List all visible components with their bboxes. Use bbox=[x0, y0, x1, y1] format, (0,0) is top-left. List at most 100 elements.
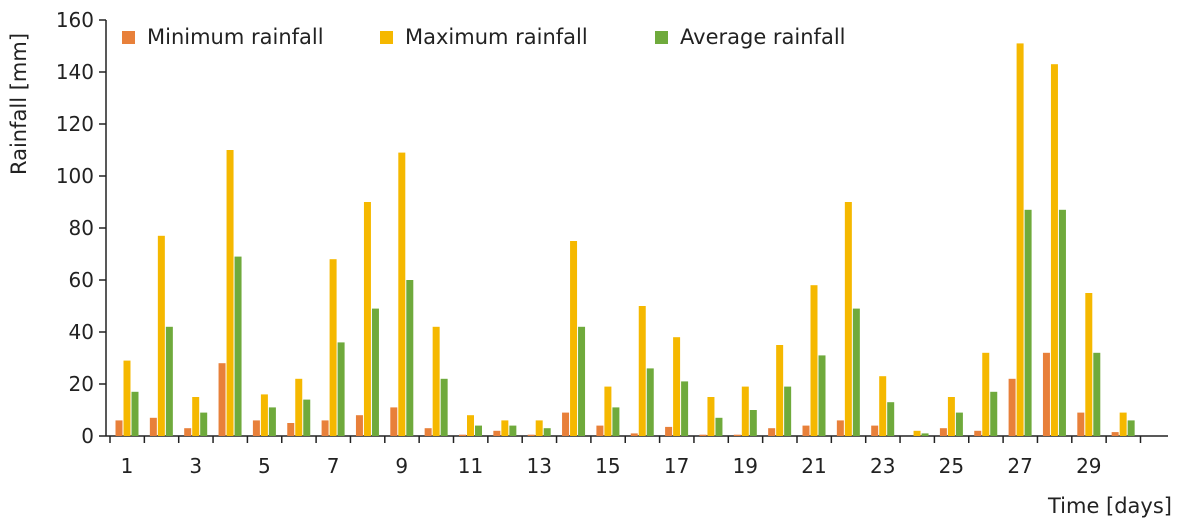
y-tick-label: 20 bbox=[69, 372, 94, 396]
bar-minimum-rainfall bbox=[493, 430, 501, 436]
bar-maximum-rainfall bbox=[707, 397, 715, 436]
legend-swatch bbox=[122, 31, 135, 44]
bar-minimum-rainfall bbox=[184, 428, 192, 436]
y-axis-title: Rainfall [mm] bbox=[7, 33, 31, 175]
bar-average-rainfall bbox=[406, 280, 414, 436]
bar-minimum-rainfall bbox=[699, 434, 707, 436]
bar-minimum-rainfall bbox=[321, 420, 329, 436]
bar-average-rainfall bbox=[475, 425, 482, 436]
bar-maximum-rainfall bbox=[1050, 64, 1058, 436]
bar-maximum-rainfall bbox=[157, 235, 165, 436]
bar-average-rainfall bbox=[1024, 209, 1032, 436]
bar-average-rainfall bbox=[337, 342, 345, 436]
bar-minimum-rainfall bbox=[1111, 432, 1119, 436]
bar-maximum-rainfall bbox=[295, 378, 303, 436]
bar-maximum-rainfall bbox=[673, 337, 681, 436]
bar-maximum-rainfall bbox=[535, 420, 543, 436]
legend: Minimum rainfall Maximum rainfall Average … bbox=[122, 25, 846, 49]
x-tick-label: 11 bbox=[458, 454, 483, 478]
bar-average-rainfall bbox=[852, 308, 860, 436]
bar-average-rainfall bbox=[509, 425, 517, 436]
x-axis-label: Time [days] bbox=[1047, 494, 1172, 518]
y-tick-label: 80 bbox=[69, 216, 94, 240]
bar-maximum-rainfall bbox=[123, 360, 131, 436]
bar-minimum-rainfall bbox=[939, 428, 947, 436]
bar-maximum-rainfall bbox=[432, 326, 440, 436]
x-tick-label: 19 bbox=[733, 454, 758, 478]
bar-average-rainfall bbox=[543, 428, 551, 436]
bar-average-rainfall bbox=[818, 355, 826, 436]
bar-maximum-rainfall bbox=[1085, 293, 1093, 436]
bar-maximum-rainfall bbox=[467, 415, 474, 436]
bar-maximum-rainfall bbox=[1016, 43, 1024, 437]
bar-maximum-rainfall bbox=[1119, 412, 1127, 436]
bar-maximum-rainfall bbox=[810, 285, 818, 436]
x-axis: 1 3 5 7 9 11 13 15 17 19 21 23 25 27 29 bbox=[106, 435, 1168, 478]
bar-maximum-rainfall bbox=[363, 202, 371, 436]
bar-minimum-rainfall bbox=[562, 412, 570, 436]
bar-average-rainfall bbox=[268, 407, 276, 436]
bar-average-rainfall bbox=[131, 391, 139, 436]
x-tick-label: 29 bbox=[1076, 454, 1101, 478]
bar-minimum-rainfall bbox=[218, 363, 226, 436]
bar-minimum-rainfall bbox=[665, 426, 673, 436]
bar-average-rainfall bbox=[612, 407, 620, 436]
bar-maximum-rainfall bbox=[604, 386, 612, 436]
y-tick-label: 100 bbox=[56, 164, 94, 188]
bar-maximum-rainfall bbox=[947, 397, 955, 436]
bar-minimum-rainfall bbox=[252, 420, 260, 436]
bar-average-rainfall bbox=[1058, 209, 1066, 436]
bar-average-rainfall bbox=[990, 391, 998, 436]
bar-minimum-rainfall bbox=[287, 423, 295, 436]
bar-minimum-rainfall bbox=[733, 434, 741, 436]
bar-maximum-rainfall bbox=[638, 306, 646, 436]
bar-maximum-rainfall bbox=[776, 345, 784, 436]
bar-average-rainfall bbox=[234, 256, 242, 436]
bar-average-rainfall bbox=[1127, 420, 1135, 436]
bar-maximum-rainfall bbox=[570, 241, 578, 436]
bar-average-rainfall bbox=[749, 410, 757, 436]
y-tick-label: 120 bbox=[56, 112, 94, 136]
bar-minimum-rainfall bbox=[390, 407, 398, 436]
bar-maximum-rainfall bbox=[982, 352, 990, 436]
x-tick-label: 1 bbox=[121, 454, 134, 478]
bar-maximum-rainfall bbox=[501, 420, 509, 436]
legend-swatch bbox=[380, 31, 393, 44]
bar-average-rainfall bbox=[200, 412, 208, 436]
legend-label: Maximum rainfall bbox=[405, 25, 588, 49]
bar-average-rainfall bbox=[955, 412, 963, 436]
legend-swatch bbox=[655, 31, 668, 44]
legend-label: Average rainfall bbox=[680, 25, 846, 49]
bar-minimum-rainfall bbox=[802, 425, 810, 436]
x-tick-label: 13 bbox=[526, 454, 551, 478]
bar-minimum-rainfall bbox=[596, 425, 604, 436]
y-axis: 0 20 40 60 80 100 120 140 160 bbox=[56, 8, 107, 448]
bar-maximum-rainfall bbox=[192, 397, 200, 436]
bar-average-rainfall bbox=[303, 399, 311, 436]
bar-average-rainfall bbox=[578, 326, 586, 436]
bar-maximum-rainfall bbox=[260, 394, 268, 436]
bar-average-rainfall bbox=[165, 326, 173, 436]
x-tick-label: 7 bbox=[327, 454, 340, 478]
bar-minimum-rainfall bbox=[1077, 412, 1085, 436]
bar-minimum-rainfall bbox=[115, 420, 123, 436]
bar-maximum-rainfall bbox=[844, 202, 852, 436]
x-tick-label: 27 bbox=[1007, 454, 1032, 478]
bar-average-rainfall bbox=[440, 378, 448, 436]
bar-average-rainfall bbox=[1093, 352, 1101, 436]
bar-average-rainfall bbox=[681, 381, 689, 436]
x-tick-label: 21 bbox=[801, 454, 826, 478]
bar-minimum-rainfall bbox=[871, 425, 879, 436]
bar-minimum-rainfall bbox=[1042, 352, 1050, 436]
y-tick-label: 0 bbox=[81, 424, 94, 448]
legend-label: Minimum rainfall bbox=[147, 25, 324, 49]
bar-minimum-rainfall bbox=[355, 415, 363, 436]
y-tick-label: 160 bbox=[56, 8, 94, 32]
x-tick-label: 9 bbox=[395, 454, 408, 478]
bar-average-rainfall bbox=[371, 308, 379, 436]
bar-average-rainfall bbox=[887, 402, 895, 436]
bar-maximum-rainfall bbox=[398, 152, 406, 436]
bar-minimum-rainfall bbox=[974, 430, 982, 436]
bar-minimum-rainfall bbox=[459, 434, 466, 436]
bar-maximum-rainfall bbox=[226, 150, 234, 436]
